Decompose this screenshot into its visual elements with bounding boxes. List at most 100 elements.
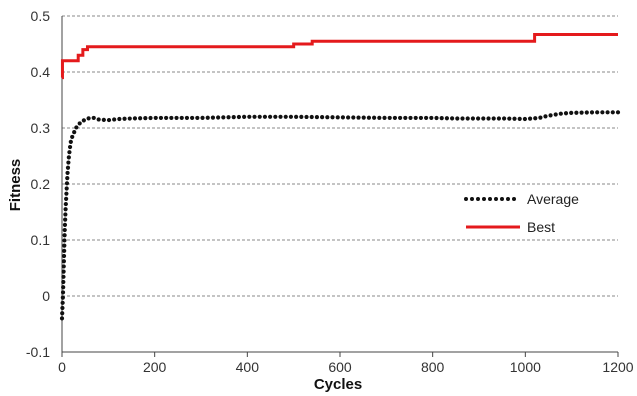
average-dot [221, 115, 226, 120]
series-best [60, 32, 618, 80]
average-dot [309, 114, 314, 120]
average-dot [63, 201, 68, 207]
average-dot [589, 110, 595, 115]
average-dot [273, 114, 278, 119]
average-dot [418, 115, 424, 121]
average-dot [70, 134, 75, 140]
average-dot [558, 111, 563, 116]
average-dot [148, 115, 153, 121]
average-dot [314, 114, 320, 120]
average-dot [65, 170, 70, 176]
x-tick-1200: 1200 [602, 359, 633, 375]
average-dot [74, 125, 79, 130]
average-dot [132, 116, 138, 121]
average-dot [563, 111, 569, 116]
average-dot [460, 116, 465, 121]
average-dot [65, 165, 71, 170]
average-dot [413, 115, 418, 121]
average-dot [283, 114, 288, 119]
average-dot [502, 116, 507, 121]
average-dot [68, 139, 73, 144]
average-dot [64, 191, 69, 196]
average-dot [200, 115, 205, 120]
average-dot [190, 115, 195, 121]
average-dot [216, 115, 221, 120]
average-dot [61, 269, 66, 274]
average-dot [127, 116, 132, 121]
average-dot [60, 311, 65, 316]
average-dot [158, 115, 164, 121]
average-dot [304, 114, 309, 120]
average-dot [62, 238, 67, 243]
average-dot [64, 186, 69, 191]
average-dot [507, 116, 512, 121]
average-dot [106, 117, 112, 123]
x-tick-800: 800 [421, 359, 445, 375]
average-dot [320, 115, 325, 120]
average-dot [553, 112, 558, 117]
legend: Average Best [464, 191, 579, 235]
average-dot [61, 279, 66, 285]
average-dot [470, 116, 476, 121]
average-dot [434, 115, 439, 121]
average-dot [66, 160, 71, 165]
average-dot [398, 115, 403, 121]
average-dot [96, 117, 101, 122]
x-tick-600: 600 [328, 359, 352, 375]
x-axis-title: Cycles [314, 376, 362, 393]
average-dot [242, 114, 247, 119]
average-dot [138, 116, 143, 121]
average-dot [61, 253, 67, 259]
average-dot [60, 300, 65, 305]
average-dot [543, 114, 548, 119]
average-dot [486, 116, 491, 121]
grid-lines [62, 15, 618, 297]
average-dot [579, 110, 584, 115]
average-dot [294, 114, 299, 119]
average-dot [86, 116, 91, 121]
average-dot [569, 110, 574, 116]
average-dot [174, 115, 179, 121]
average-dot [366, 115, 372, 120]
average-dot [122, 116, 127, 121]
average-dot [195, 115, 200, 121]
average-dot [278, 114, 283, 119]
average-dot [61, 259, 66, 264]
y-tick-labels: -0.1 0 0.1 0.2 0.3 0.4 0.5 [26, 8, 50, 360]
average-dot [62, 248, 67, 253]
average-dot [340, 115, 346, 120]
average-dot [439, 116, 444, 121]
average-dot [268, 114, 273, 119]
average-dot [377, 115, 382, 120]
average-dot [59, 316, 65, 321]
average-dot [325, 115, 330, 120]
average-dot [62, 243, 67, 248]
average-dot [63, 217, 68, 222]
average-dot [61, 285, 66, 290]
average-dot [252, 114, 257, 119]
average-dot [533, 116, 538, 121]
average-dot [600, 110, 605, 115]
average-dot [112, 117, 117, 122]
average-dot [164, 115, 169, 121]
y-axis-title: Fitness [7, 159, 24, 212]
average-dot [299, 114, 304, 119]
average-dot [231, 115, 236, 120]
average-dot [61, 274, 66, 279]
average-dot [465, 116, 470, 121]
average-dot [153, 115, 158, 121]
average-dot [62, 227, 67, 233]
average-dot [429, 115, 434, 121]
average-dot [169, 115, 174, 121]
average-dot [450, 116, 455, 121]
average-dot [67, 144, 73, 150]
average-dot [372, 115, 377, 120]
average-dot [548, 113, 553, 118]
best-line [60, 32, 618, 80]
average-dot [512, 116, 517, 121]
average-dot [226, 115, 231, 120]
average-dot [387, 115, 392, 121]
average-dot [595, 110, 600, 115]
average-dot [64, 196, 69, 201]
